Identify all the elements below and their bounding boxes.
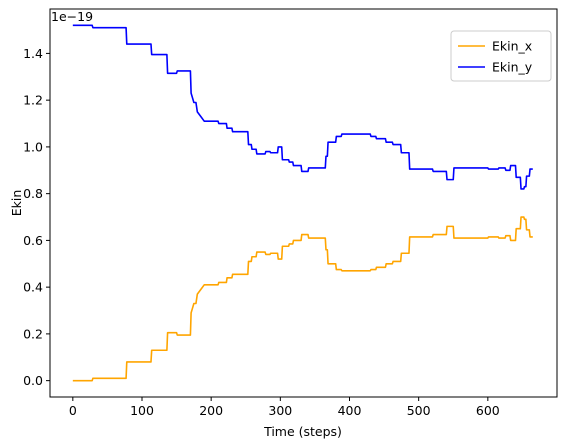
plot-area-frame (49, 8, 558, 398)
x-tick-label: 300 (268, 403, 292, 418)
x-tick-label: 600 (476, 403, 500, 418)
series-line-ekin-x (72, 216, 533, 382)
legend-label-ekin-y: Ekin_y (492, 60, 533, 75)
y-axis: 0.0 0.2 0.4 0.6 0.8 1.0 1.2 1.4 (23, 46, 50, 388)
y-tick-label: 0.4 (23, 280, 43, 295)
y-tick-label: 0.6 (23, 233, 43, 248)
x-tick-label: 400 (338, 403, 362, 418)
y-tick-label: 1.0 (23, 139, 43, 154)
y-tick-label: 1.4 (23, 46, 43, 61)
y-tick-label: 0.0 (23, 373, 43, 388)
y-tick-label: 0.8 (23, 186, 43, 201)
series-line-ekin-y (72, 24, 533, 190)
x-tick-label: 200 (199, 403, 223, 418)
x-tick-label: 100 (130, 403, 154, 418)
x-tick-label: 500 (407, 403, 431, 418)
y-tick-label: 1.2 (23, 93, 43, 108)
y-tick-label: 0.2 (23, 326, 43, 341)
y-axis-label: Ekin (9, 190, 24, 217)
legend: Ekin_x Ekin_y (450, 30, 552, 82)
x-tick-label: 0 (69, 403, 77, 418)
y-axis-offset-text: 1e−19 (51, 9, 93, 24)
legend-label-ekin-x: Ekin_x (492, 39, 532, 54)
x-axis: 0 100 200 300 400 500 600 (69, 397, 500, 418)
x-axis-label: Time (steps) (263, 424, 342, 439)
